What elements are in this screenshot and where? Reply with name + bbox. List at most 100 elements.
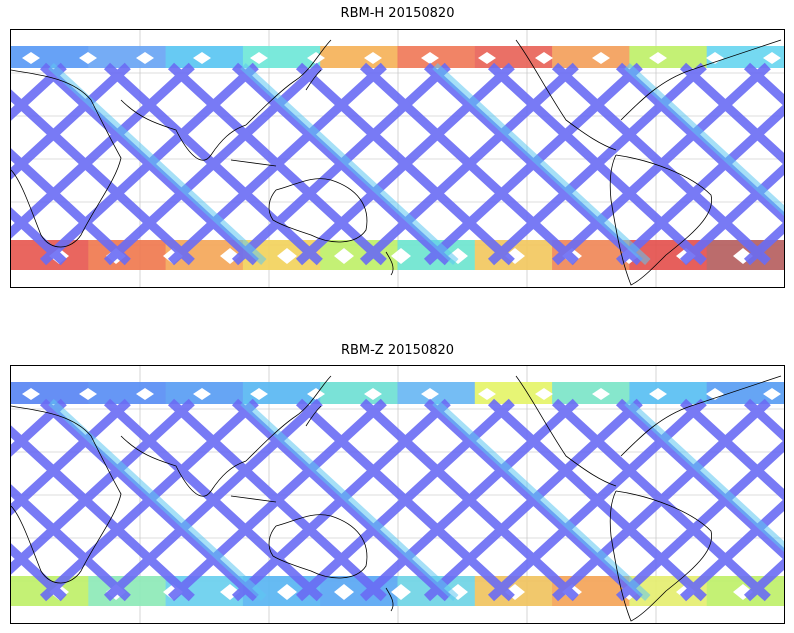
map-panel-rbm-z — [10, 365, 785, 624]
ascending-track — [615, 62, 784, 225]
band-gap — [136, 388, 154, 400]
coastline-path — [11, 69, 122, 248]
satellite-tracks — [11, 398, 784, 602]
band-gap — [250, 52, 268, 64]
band-gap — [478, 52, 496, 64]
north-band-segment — [242, 382, 322, 404]
north-band-segment — [706, 382, 784, 404]
north-band-segment — [629, 46, 708, 68]
coastline-path — [515, 39, 617, 151]
band-gap — [535, 52, 553, 64]
ascending-track-tint — [48, 63, 267, 265]
descending-track — [423, 398, 643, 602]
ascending-track — [11, 543, 67, 602]
coastline-path — [385, 587, 394, 612]
descending-track — [615, 439, 784, 602]
ascending-track — [743, 62, 784, 107]
descending-track — [11, 62, 67, 121]
band-gap — [592, 52, 610, 64]
descending-track — [11, 398, 195, 575]
north-band-segment — [11, 382, 90, 404]
coastlines — [11, 39, 782, 286]
descending-track — [615, 103, 784, 266]
coastline-path — [120, 435, 247, 497]
ascending-track-tint — [624, 63, 784, 217]
descending-track — [167, 62, 387, 266]
map-canvas-rbm-z — [11, 366, 784, 623]
band-gap — [649, 52, 667, 64]
ascending-track-tint — [432, 399, 651, 601]
band-gap — [364, 388, 382, 400]
panel-title-rbm-z: RBM-Z 20150820 — [340, 343, 455, 358]
map-canvas-rbm-h — [11, 30, 784, 287]
descending-track — [423, 62, 643, 266]
coastline-path — [268, 514, 368, 579]
band-gap — [79, 388, 97, 400]
descending-track — [679, 498, 784, 602]
ascending-track — [679, 398, 784, 502]
band-gap — [763, 388, 781, 400]
descending-track — [359, 398, 579, 602]
band-gap — [79, 52, 97, 64]
north-band-segment — [88, 46, 167, 68]
descending-track — [39, 62, 259, 266]
band-gap — [364, 52, 382, 64]
ascending-track — [743, 398, 784, 443]
coastline-path — [268, 178, 368, 243]
band-gap — [277, 248, 297, 264]
band-gap — [391, 584, 411, 600]
north-band-segment — [629, 382, 708, 404]
north-band-segment — [242, 46, 322, 68]
ascending-track-tint — [240, 399, 459, 601]
coastline-path — [609, 490, 713, 622]
descending-track — [551, 62, 771, 266]
coastlines — [11, 375, 782, 622]
descending-track — [231, 398, 451, 602]
coastline-path — [230, 495, 277, 503]
coastline-path — [230, 159, 277, 167]
north-band-segment — [474, 382, 554, 404]
band-gap — [193, 388, 211, 400]
ascending-track-tint — [48, 399, 267, 601]
coastline-path — [609, 154, 713, 286]
coastline-path — [305, 405, 322, 427]
band-gap — [391, 248, 411, 264]
descending-track — [551, 398, 771, 602]
coastline-path — [11, 405, 122, 584]
satellite-tracks — [11, 62, 784, 266]
descending-track — [679, 162, 784, 266]
band-gap — [22, 52, 40, 64]
north-band-segment — [88, 382, 167, 404]
map-panel-rbm-h — [10, 29, 785, 288]
descending-track — [743, 221, 784, 266]
coastline-path — [515, 375, 617, 487]
band-gap — [193, 52, 211, 64]
coastline-path — [620, 375, 782, 457]
ascending-track — [679, 62, 784, 166]
north-band-segment — [706, 46, 784, 68]
north-band-segment — [552, 382, 631, 404]
ascending-track — [615, 398, 784, 561]
north-band-segment — [320, 46, 399, 68]
polar-swath-bands — [11, 46, 784, 270]
band-gap — [136, 52, 154, 64]
panel-title-rbm-h: RBM-H 20150820 — [340, 6, 455, 21]
band-gap — [535, 388, 553, 400]
descending-track — [231, 62, 451, 266]
descending-track — [39, 398, 259, 602]
north-band-segment — [552, 46, 631, 68]
band-gap — [250, 388, 268, 400]
north-band-segment — [320, 382, 399, 404]
ascending-track-tint — [240, 63, 459, 265]
band-gap — [421, 52, 439, 64]
ascending-track-tint — [432, 63, 651, 265]
band-gap — [22, 388, 40, 400]
coastline-path — [305, 69, 322, 91]
descending-track — [11, 398, 67, 457]
band-gap — [592, 388, 610, 400]
descending-track — [167, 398, 387, 602]
descending-track — [11, 62, 195, 239]
light-track-overlay — [48, 63, 784, 265]
coastline-path — [245, 375, 332, 462]
coastline-path — [385, 251, 394, 276]
